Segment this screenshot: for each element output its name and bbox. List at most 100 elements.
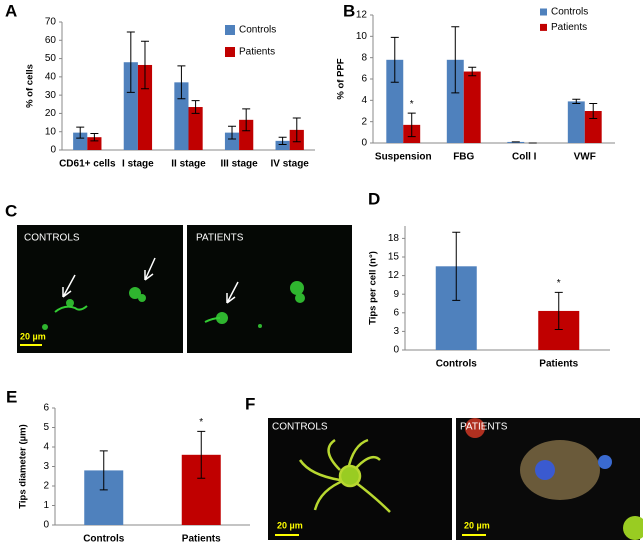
error-bar: [76, 126, 85, 139]
image-label: PATIENTS: [460, 422, 508, 433]
y-tick-label: 0: [43, 520, 49, 531]
scale-bar: [462, 534, 486, 536]
cell-signal: [42, 281, 305, 330]
y-tick-label: 9: [393, 289, 399, 300]
y-tick-label: 0: [50, 145, 56, 156]
legend-label: Patients: [239, 47, 275, 58]
legend-swatch: [225, 47, 235, 57]
significance-mark: *: [557, 278, 561, 289]
y-tick-label: 6: [361, 74, 367, 85]
y-tick-label: 3: [393, 326, 399, 337]
x-tick-label: VWF: [574, 152, 596, 163]
y-tick-label: 70: [45, 17, 57, 28]
image-label: CONTROLS: [272, 422, 328, 433]
bar: [224, 132, 240, 150]
bar: [73, 132, 88, 150]
y-axis-label: Tips diameter (µm): [18, 424, 29, 508]
x-tick-label: Patients: [182, 534, 221, 545]
error-bar: [292, 117, 301, 143]
error-bar: [451, 26, 460, 94]
scale-bar: [20, 344, 42, 346]
panel-letter: A: [5, 1, 17, 20]
y-tick-label: 8: [361, 52, 367, 63]
legend-label: Controls: [239, 25, 276, 36]
x-tick-label: Controls: [83, 534, 125, 545]
y-tick-label: 1: [43, 500, 49, 511]
x-tick-label: FBG: [453, 152, 474, 163]
error-bar: [90, 133, 99, 142]
legend-swatch: [540, 23, 547, 31]
cell-signal: [298, 438, 391, 513]
bar: [275, 140, 290, 150]
y-tick-label: 2: [361, 116, 367, 127]
y-tick-label: 12: [388, 270, 400, 281]
x-tick-label: III stage: [220, 159, 258, 170]
x-tick-label: Patients: [539, 359, 578, 370]
error-bar: [177, 65, 186, 100]
bar: [137, 64, 153, 150]
y-tick-label: 10: [356, 31, 368, 42]
error-bar: [390, 36, 399, 83]
error-bar: [197, 430, 206, 479]
error-bar: [140, 40, 149, 90]
legend-swatch: [225, 25, 235, 35]
significance-mark: *: [410, 99, 414, 110]
panel-letter: C: [5, 201, 17, 220]
y-tick-label: 30: [45, 90, 57, 101]
bar: [507, 141, 525, 143]
x-tick-label: Coll I: [512, 152, 537, 163]
y-axis-label: % of PPF: [336, 58, 347, 99]
x-tick-label: I stage: [122, 159, 154, 170]
scale-label: 20 µm: [277, 520, 303, 530]
error-bar: [126, 31, 135, 93]
bar: [446, 59, 464, 143]
bar: [239, 119, 254, 150]
legend-label: Controls: [551, 7, 588, 18]
y-tick-label: 0: [393, 345, 399, 356]
error-bar: [99, 450, 108, 491]
panel-letter: D: [368, 189, 380, 208]
y-tick-label: 15: [388, 252, 400, 263]
y-axis-label: Tips per cell (n°): [368, 251, 379, 325]
y-tick-label: 0: [361, 138, 367, 149]
y-tick-label: 50: [45, 53, 57, 64]
error-bar: [242, 108, 251, 132]
legend-label: Patients: [551, 22, 587, 33]
y-axis-label: % of cells: [25, 64, 36, 108]
error-bar: [554, 291, 563, 331]
y-tick-label: 4: [43, 442, 49, 453]
bar: [188, 107, 203, 150]
bar: [386, 59, 404, 143]
scale-label: 20 µm: [464, 520, 490, 530]
y-tick-label: 6: [393, 307, 399, 318]
bar: [123, 62, 138, 150]
arrow: [62, 257, 239, 304]
y-tick-label: 60: [45, 35, 57, 46]
y-tick-label: 10: [45, 126, 57, 137]
scale-bar: [275, 534, 299, 536]
panel-letter: B: [343, 1, 355, 20]
error-bar: [191, 100, 200, 114]
panel-letter: F: [245, 394, 255, 413]
legend-swatch: [540, 8, 547, 16]
bar: [567, 101, 585, 143]
error-bar: [228, 125, 237, 140]
x-tick-label: Suspension: [375, 152, 432, 163]
x-tick-label: Controls: [436, 359, 478, 370]
bar: [463, 71, 481, 143]
y-tick-label: 2: [43, 481, 49, 492]
y-tick-label: 5: [43, 422, 49, 433]
error-bar: [589, 103, 598, 119]
error-bar: [278, 136, 287, 146]
micrograph: [17, 225, 183, 353]
y-tick-label: 40: [45, 71, 57, 82]
error-bar: [452, 231, 461, 301]
error-bar: [407, 112, 416, 138]
bar: [584, 111, 602, 143]
image-label: PATIENTS: [196, 233, 244, 244]
y-tick-label: 4: [361, 95, 367, 106]
x-tick-label: IV stage: [271, 159, 310, 170]
y-tick-label: 20: [45, 108, 57, 119]
error-bar: [572, 98, 581, 105]
y-tick-label: 18: [388, 233, 400, 244]
